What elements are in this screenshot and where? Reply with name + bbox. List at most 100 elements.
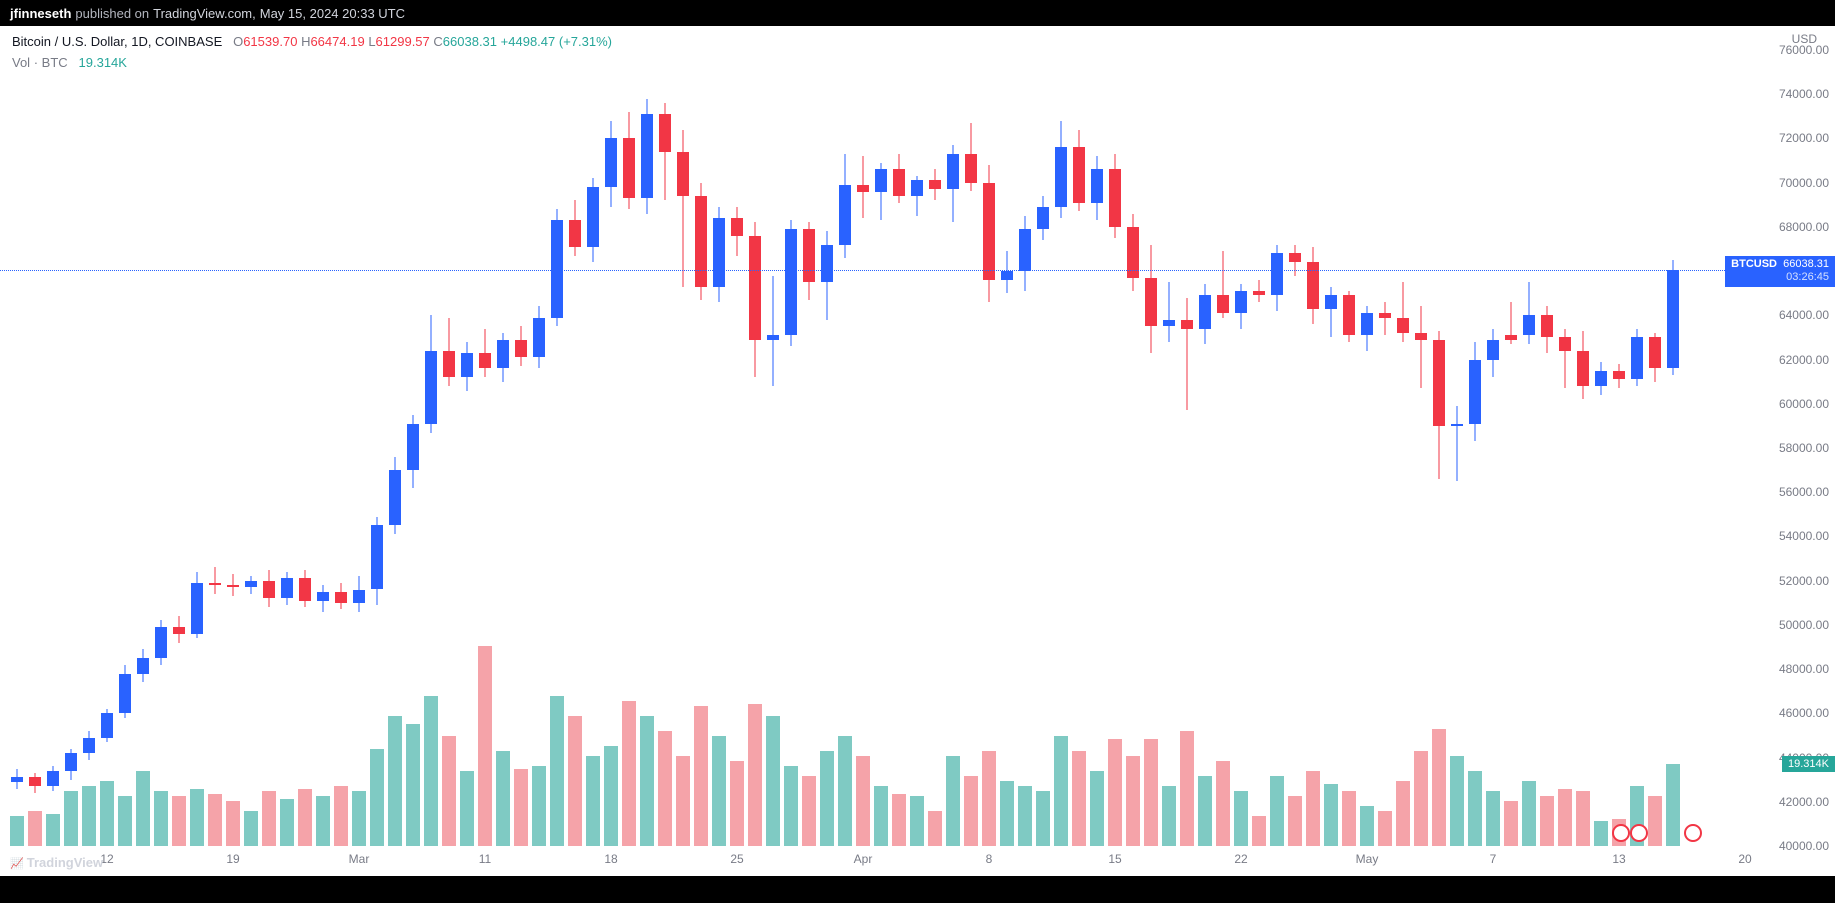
volume-bar[interactable] xyxy=(910,796,924,846)
candle[interactable] xyxy=(226,26,240,846)
candle[interactable] xyxy=(316,26,330,846)
event-icon[interactable] xyxy=(1630,824,1648,842)
volume-bar[interactable] xyxy=(1144,739,1158,847)
candle[interactable] xyxy=(46,26,60,846)
candle[interactable] xyxy=(1234,26,1248,846)
volume-bar[interactable] xyxy=(1054,736,1068,846)
volume-bar[interactable] xyxy=(136,771,150,846)
candle[interactable] xyxy=(1144,26,1158,846)
candle[interactable] xyxy=(1288,26,1302,846)
candle[interactable] xyxy=(820,26,834,846)
candle[interactable] xyxy=(136,26,150,846)
volume-bar[interactable] xyxy=(1252,816,1266,846)
volume-bar[interactable] xyxy=(370,749,384,847)
volume-bar[interactable] xyxy=(1288,796,1302,846)
volume-bar[interactable] xyxy=(604,746,618,846)
volume-bar[interactable] xyxy=(766,716,780,846)
candle[interactable] xyxy=(496,26,510,846)
volume-bar[interactable] xyxy=(226,801,240,846)
candle[interactable] xyxy=(838,26,852,846)
candle[interactable] xyxy=(1108,26,1122,846)
volume-bar[interactable] xyxy=(1180,731,1194,846)
candle[interactable] xyxy=(1522,26,1536,846)
candle[interactable] xyxy=(1072,26,1086,846)
candle[interactable] xyxy=(298,26,312,846)
candle[interactable] xyxy=(982,26,996,846)
volume-bar[interactable] xyxy=(1324,784,1338,847)
candle[interactable] xyxy=(892,26,906,846)
volume-bar[interactable] xyxy=(424,696,438,846)
volume-bar[interactable] xyxy=(1072,751,1086,846)
candle[interactable] xyxy=(352,26,366,846)
volume-bar[interactable] xyxy=(568,716,582,846)
candle[interactable] xyxy=(928,26,942,846)
volume-bar[interactable] xyxy=(64,791,78,846)
candle[interactable] xyxy=(28,26,42,846)
candle[interactable] xyxy=(604,26,618,846)
candle[interactable] xyxy=(1252,26,1266,846)
volume-bar[interactable] xyxy=(1666,764,1680,847)
volume-bar[interactable] xyxy=(676,756,690,846)
volume-bar[interactable] xyxy=(694,706,708,846)
candle[interactable] xyxy=(658,26,672,846)
candle[interactable] xyxy=(1018,26,1032,846)
volume-bar[interactable] xyxy=(1414,751,1428,846)
volume-bar[interactable] xyxy=(640,716,654,846)
candle[interactable] xyxy=(1378,26,1392,846)
volume-bar[interactable] xyxy=(1468,771,1482,846)
candle[interactable] xyxy=(1576,26,1590,846)
candle[interactable] xyxy=(1630,26,1644,846)
candle[interactable] xyxy=(262,26,276,846)
volume-bar[interactable] xyxy=(1504,801,1518,846)
volume-bar[interactable] xyxy=(1342,791,1356,846)
volume-bar[interactable] xyxy=(1270,776,1284,846)
candle[interactable] xyxy=(1396,26,1410,846)
candle[interactable] xyxy=(208,26,222,846)
volume-bar[interactable] xyxy=(1522,781,1536,846)
volume-bar[interactable] xyxy=(532,766,546,846)
volume-bar[interactable] xyxy=(1594,821,1608,846)
volume-bar[interactable] xyxy=(1558,789,1572,847)
volume-bar[interactable] xyxy=(1216,761,1230,846)
volume-bar[interactable] xyxy=(892,794,906,847)
volume-bar[interactable] xyxy=(928,811,942,846)
candle[interactable] xyxy=(1162,26,1176,846)
event-icon[interactable] xyxy=(1684,824,1702,842)
candle[interactable] xyxy=(1324,26,1338,846)
candle[interactable] xyxy=(1090,26,1104,846)
volume-bar[interactable] xyxy=(1018,786,1032,846)
volume-bar[interactable] xyxy=(550,696,564,846)
candle[interactable] xyxy=(784,26,798,846)
volume-bar[interactable] xyxy=(1126,756,1140,846)
candle[interactable] xyxy=(514,26,528,846)
volume-bar[interactable] xyxy=(100,781,114,846)
volume-bar[interactable] xyxy=(1234,791,1248,846)
volume-bar[interactable] xyxy=(190,789,204,847)
volume-bar[interactable] xyxy=(856,756,870,846)
volume-bar[interactable] xyxy=(622,701,636,846)
volume-bar[interactable] xyxy=(730,761,744,846)
volume-bar[interactable] xyxy=(352,791,366,846)
volume-bar[interactable] xyxy=(784,766,798,846)
candle[interactable] xyxy=(442,26,456,846)
candle[interactable] xyxy=(244,26,258,846)
volume-bar[interactable] xyxy=(1108,739,1122,847)
volume-bar[interactable] xyxy=(172,796,186,846)
candle[interactable] xyxy=(118,26,132,846)
volume-bar[interactable] xyxy=(334,786,348,846)
candle[interactable] xyxy=(1216,26,1230,846)
volume-bar[interactable] xyxy=(1486,791,1500,846)
candle[interactable] xyxy=(1558,26,1572,846)
volume-bar[interactable] xyxy=(586,756,600,846)
candle[interactable] xyxy=(1594,26,1608,846)
candle[interactable] xyxy=(334,26,348,846)
candle[interactable] xyxy=(1342,26,1356,846)
candle[interactable] xyxy=(1036,26,1050,846)
volume-bar[interactable] xyxy=(1450,756,1464,846)
candle[interactable] xyxy=(1414,26,1428,846)
candle[interactable] xyxy=(676,26,690,846)
volume-bar[interactable] xyxy=(280,799,294,847)
candle[interactable] xyxy=(1270,26,1284,846)
volume-bar[interactable] xyxy=(154,791,168,846)
volume-bar[interactable] xyxy=(1378,811,1392,846)
